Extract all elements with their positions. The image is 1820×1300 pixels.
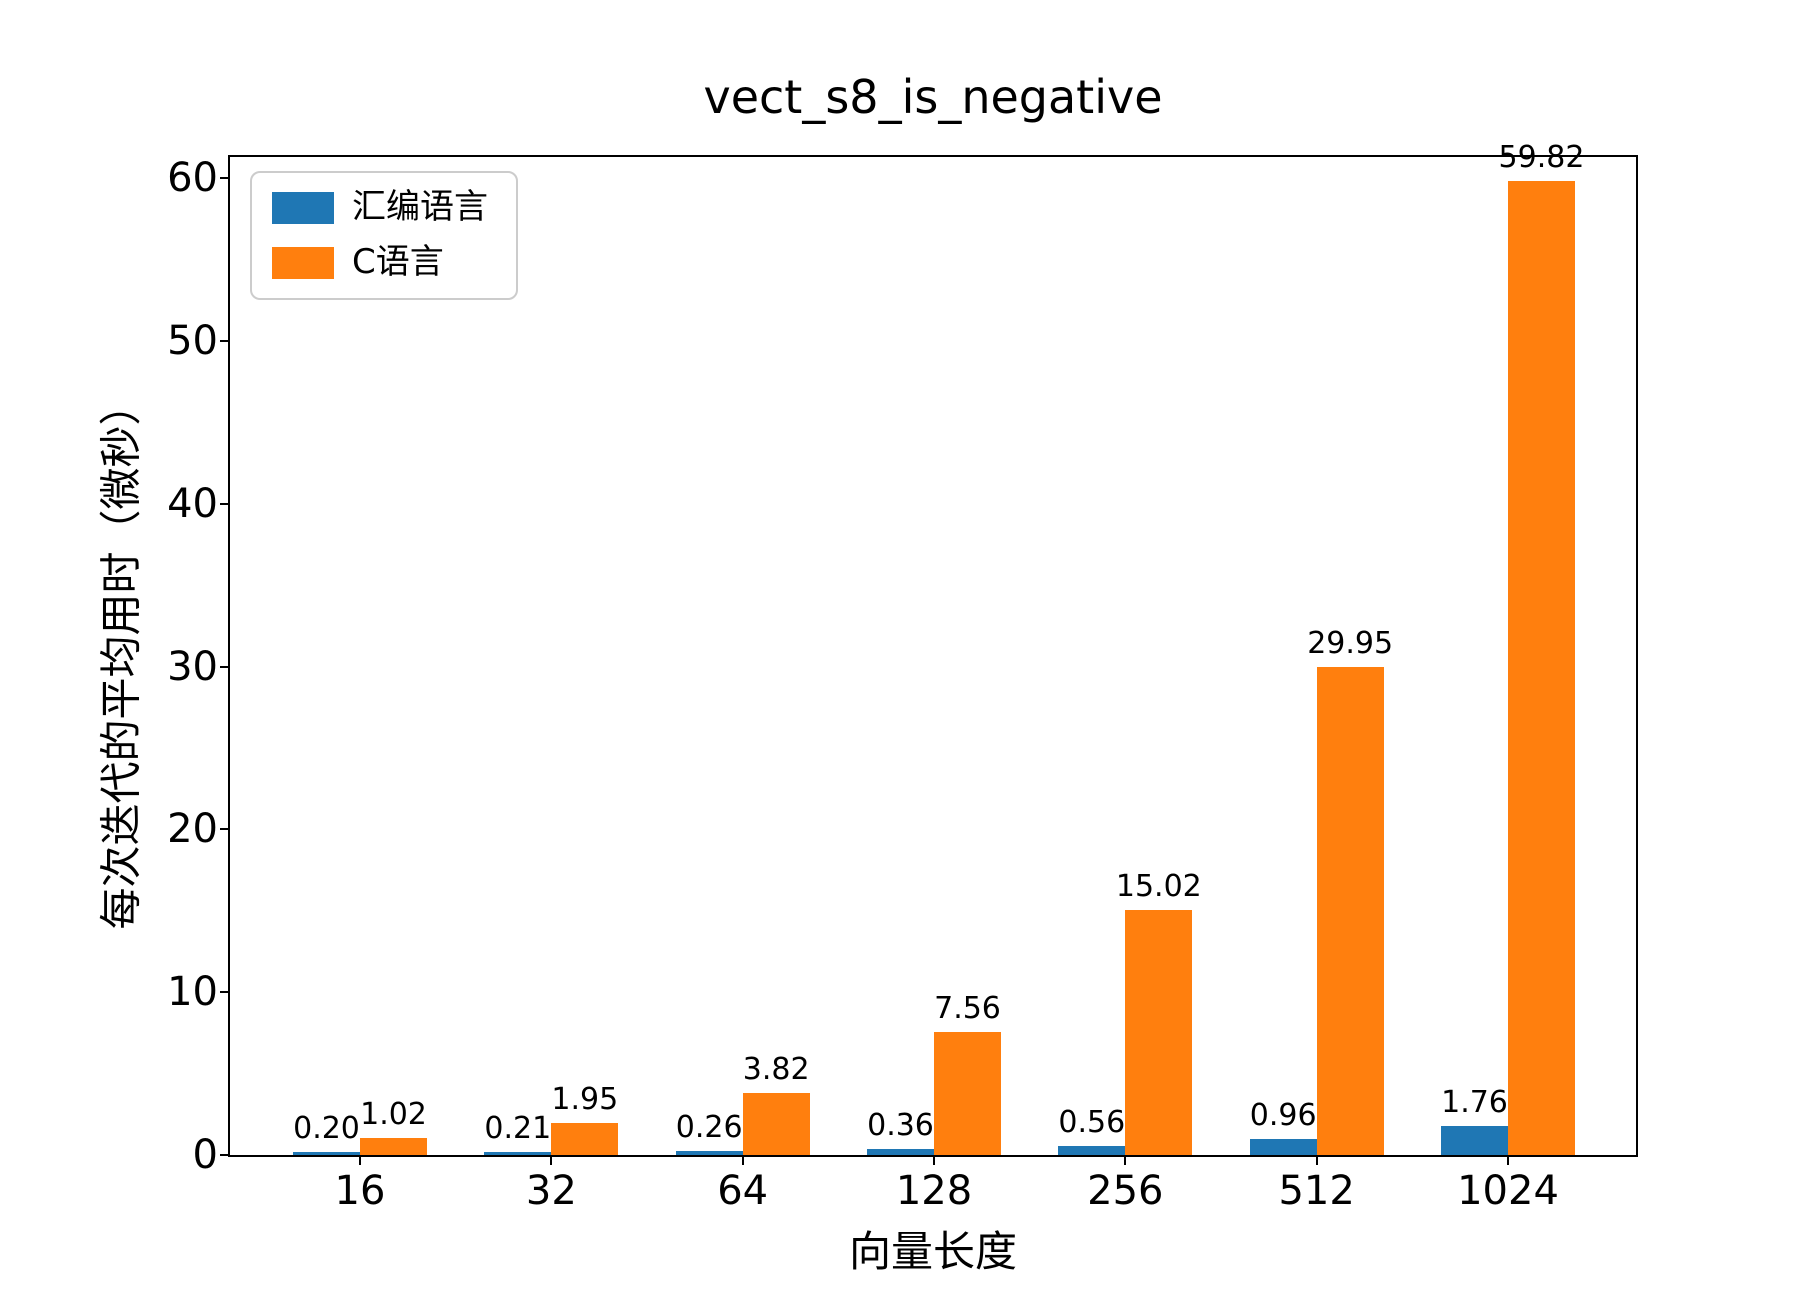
value-label-assembly-128: 0.36 xyxy=(867,1108,934,1144)
y-tick-label: 0 xyxy=(192,1132,218,1178)
value-label-c-language-128: 7.56 xyxy=(934,990,1001,1026)
y-tick-mark xyxy=(220,828,228,831)
value-label-c-language-512: 29.95 xyxy=(1307,626,1394,662)
bar-c-language-256 xyxy=(1125,910,1193,1155)
bar-assembly-32 xyxy=(484,1151,552,1155)
bar-assembly-128 xyxy=(867,1149,934,1155)
bar-assembly-256 xyxy=(1058,1145,1126,1155)
value-label-assembly-16: 0.20 xyxy=(293,1110,360,1146)
value-label-assembly-256: 0.56 xyxy=(1058,1104,1126,1140)
x-tick-mark xyxy=(550,1157,553,1165)
x-tick-mark xyxy=(1315,1157,1318,1165)
y-tick-mark xyxy=(220,665,228,668)
value-label-assembly-64: 0.26 xyxy=(675,1109,743,1145)
y-tick-mark xyxy=(220,177,228,180)
y-tick-mark xyxy=(220,991,228,994)
y-tick-label: 30 xyxy=(167,643,218,690)
y-tick-label: 60 xyxy=(167,155,218,202)
value-label-c-language-256: 15.02 xyxy=(1115,869,1202,905)
bar-assembly-1024 xyxy=(1441,1126,1508,1155)
x-tick-label-1024: 1024 xyxy=(1457,1168,1559,1214)
value-label-assembly-1024: 1.76 xyxy=(1441,1085,1508,1121)
plot-area: 汇编语言 C语言 0 10 20 30 40 50 60 16 0.20 1.02 32 0.21 1.… xyxy=(167,143,1638,1211)
x-tick-mark xyxy=(1507,1157,1509,1165)
x-tick-label-32: 32 xyxy=(525,1168,577,1214)
legend-item-c-language: C语言 xyxy=(272,242,488,283)
x-tick-mark xyxy=(933,1157,935,1165)
y-tick-mark xyxy=(220,502,228,505)
bar-assembly-64 xyxy=(675,1150,743,1155)
x-tick-label-64: 64 xyxy=(717,1168,769,1214)
y-tick-label: 10 xyxy=(167,969,218,1016)
x-tick-label-512: 512 xyxy=(1278,1168,1355,1214)
value-label-c-language-64: 3.82 xyxy=(742,1051,810,1087)
y-axis-label: 每次迭代的平均用时（微秒） xyxy=(96,382,146,930)
y-tick-label: 50 xyxy=(167,317,218,364)
legend-item-assembly: 汇编语言 xyxy=(272,187,488,227)
bar-c-language-32 xyxy=(551,1123,619,1155)
bar-assembly-512 xyxy=(1249,1139,1317,1155)
x-tick-label-16: 16 xyxy=(334,1168,386,1214)
value-label-assembly-512: 0.96 xyxy=(1249,1098,1317,1134)
bar-c-language-1024 xyxy=(1508,181,1575,1155)
x-axis-label: 向量长度 xyxy=(848,1227,1017,1276)
legend-swatch-c-language-icon xyxy=(272,247,334,280)
value-label-c-language-1024: 59.82 xyxy=(1498,140,1585,176)
y-tick-mark xyxy=(220,1154,228,1156)
bar-c-language-16 xyxy=(360,1138,427,1155)
value-label-assembly-32: 0.21 xyxy=(484,1110,552,1146)
y-tick-label: 20 xyxy=(167,806,218,853)
x-tick-mark xyxy=(741,1157,744,1165)
legend-label-c-language: C语言 xyxy=(352,242,444,283)
y-tick-label: 40 xyxy=(167,480,218,527)
legend: 汇编语言 C语言 xyxy=(250,171,518,300)
value-label-c-language-16: 1.02 xyxy=(360,1097,427,1133)
legend-label-assembly: 汇编语言 xyxy=(352,187,488,227)
chart-title: vect_s8_is_negative xyxy=(703,70,1163,124)
x-tick-label-128: 128 xyxy=(895,1168,973,1214)
x-tick-label-256: 256 xyxy=(1087,1168,1164,1214)
value-label-c-language-32: 1.95 xyxy=(551,1082,619,1118)
bar-c-language-64 xyxy=(742,1092,810,1155)
bar-c-language-512 xyxy=(1316,667,1384,1155)
y-tick-mark xyxy=(220,339,228,342)
x-tick-mark xyxy=(359,1157,361,1165)
bar-c-language-128 xyxy=(934,1031,1001,1155)
x-tick-mark xyxy=(1124,1157,1127,1165)
legend-swatch-assembly-icon xyxy=(272,191,334,224)
bar-assembly-16 xyxy=(293,1151,360,1155)
